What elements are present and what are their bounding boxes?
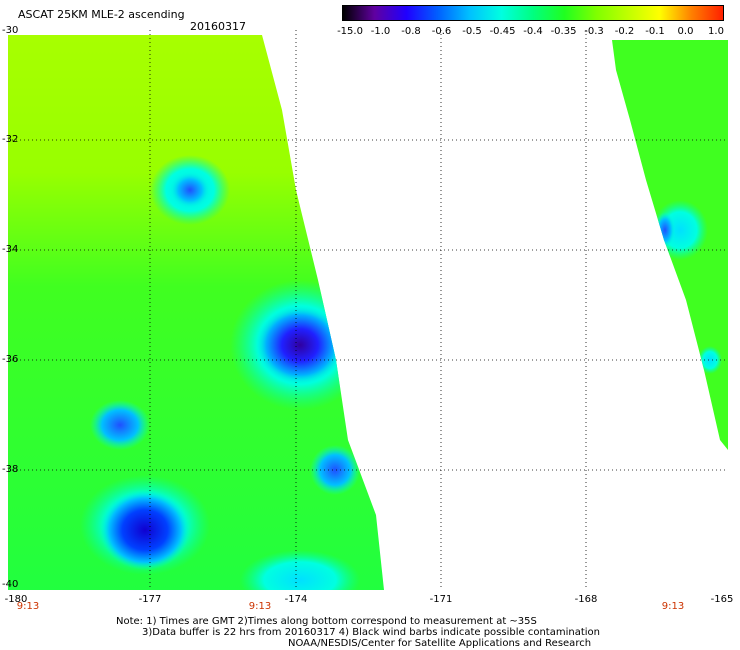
color-scale-label: -1.0: [370, 26, 391, 37]
lat-label: -32: [2, 134, 19, 145]
color-scale-label: -15.0: [337, 26, 363, 37]
color-scale-label: -0.6: [431, 26, 452, 37]
pass-time: 9:13: [248, 601, 272, 612]
map-title: ASCAT 25KM MLE-2 ascending: [18, 8, 185, 21]
left-swath: [8, 35, 384, 590]
color-scale-label: -0.5: [462, 26, 482, 37]
lon-label: -165: [710, 594, 734, 605]
lon-label: -174: [284, 594, 308, 605]
lon-label: -177: [138, 594, 162, 605]
color-scale-label: -0.1: [645, 26, 665, 37]
lon-label: -180: [4, 594, 28, 605]
lat-label: -38: [2, 464, 19, 475]
note-line-3: NOAA/NESDIS/Center for Satellite Applica…: [288, 638, 592, 649]
color-scale-label: 1.0: [708, 26, 724, 37]
lon-label: -171: [429, 594, 453, 605]
right-swath: [612, 40, 728, 450]
graticule: [8, 30, 728, 590]
map-date: 20160317: [190, 20, 246, 33]
color-scale-label: -0.2: [614, 26, 635, 37]
color-scale-label: -0.3: [584, 26, 604, 37]
note-line-2: 3)Data buffer is 22 hrs from 20160317 4)…: [142, 627, 600, 638]
color-scale-label: -0.4: [523, 26, 543, 37]
color-scale-label: -0.8: [401, 26, 421, 37]
color-scale-label: 0.0: [677, 26, 694, 37]
pass-time: 9:13: [16, 601, 40, 612]
lon-label: -168: [574, 594, 598, 605]
lat-label: -36: [2, 354, 19, 365]
color-scale-label: -0.35: [550, 26, 577, 37]
color-scale-label: -0.45: [489, 26, 516, 37]
lat-label: -30: [2, 25, 19, 36]
lat-label: -34: [2, 244, 19, 255]
pass-time: 9:13: [661, 601, 685, 612]
color-scale-bar: [342, 5, 724, 21]
lat-label: -40: [2, 579, 19, 590]
note-line-1: Note: 1) Times are GMT 2)Times along bot…: [116, 616, 537, 627]
